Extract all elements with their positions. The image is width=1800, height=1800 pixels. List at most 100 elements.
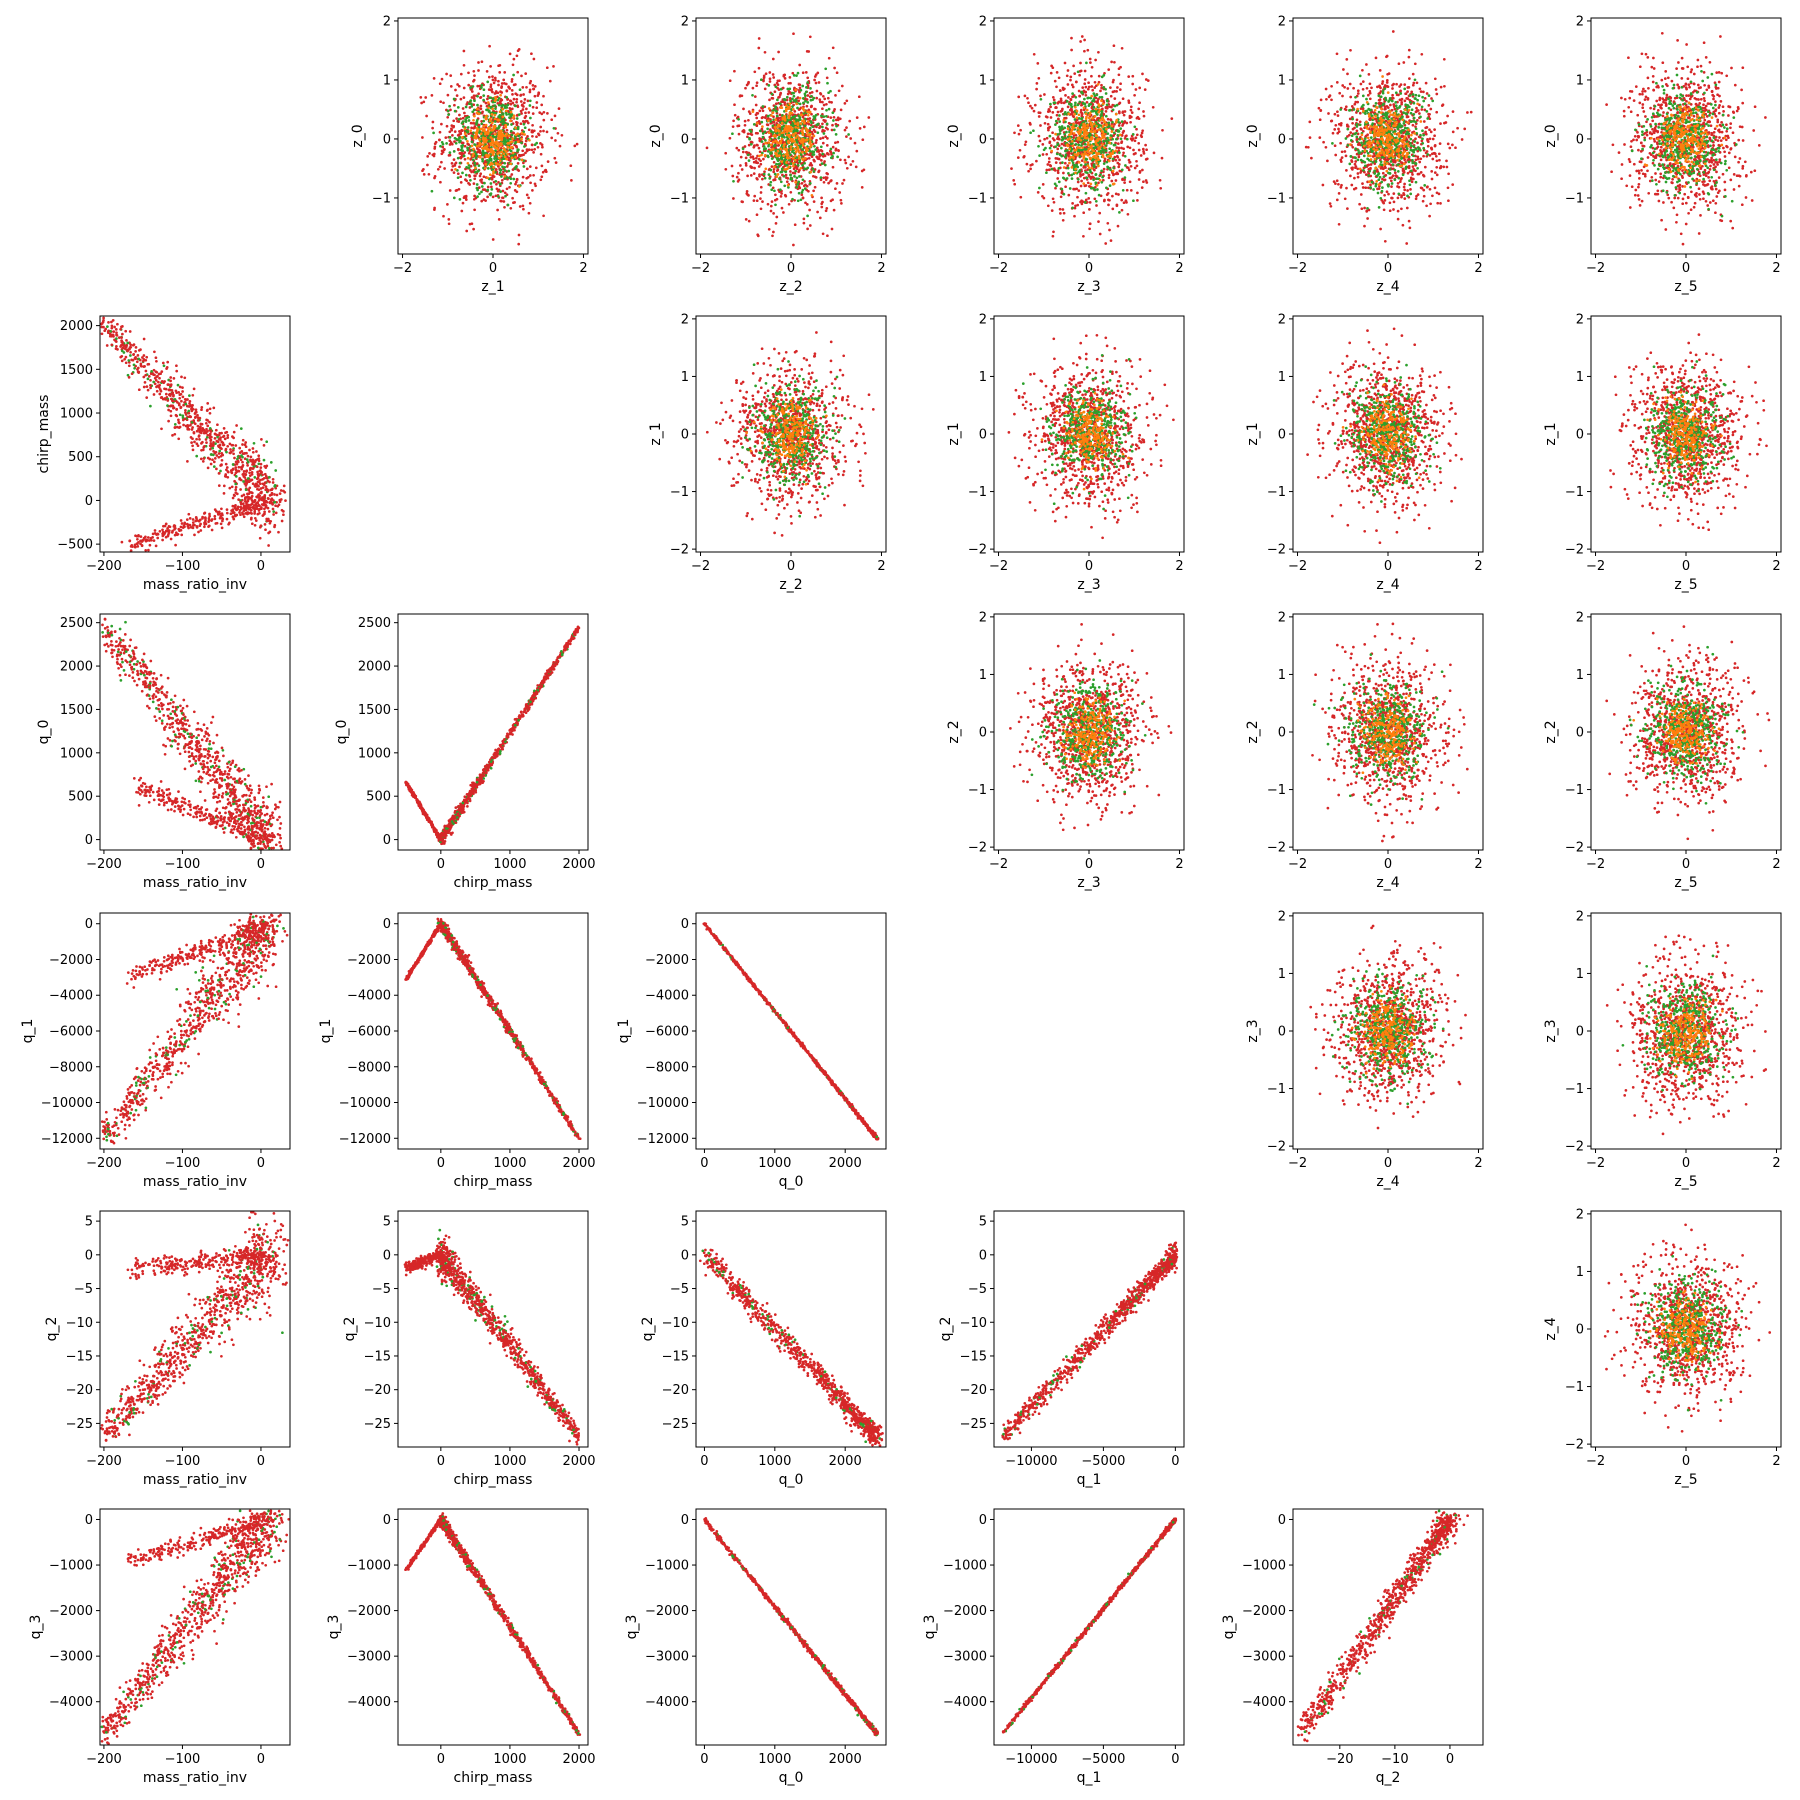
- scatter-point: [1080, 35, 1084, 38]
- scatter-point: [511, 131, 515, 135]
- scatter-point: [1093, 115, 1097, 118]
- scatter-point: [794, 88, 798, 92]
- scatter-point: [1135, 133, 1139, 137]
- scatter-point: [489, 119, 492, 123]
- scatter-point: [1110, 105, 1113, 109]
- scatter-point: [527, 211, 531, 215]
- scatter-point: [504, 109, 508, 113]
- scatter-point: [1095, 93, 1099, 97]
- scatter-point: [739, 164, 742, 167]
- scatter-point: [1100, 99, 1103, 103]
- scatter-point: [1111, 169, 1115, 173]
- scatter-point: [1062, 101, 1066, 105]
- scatter-point: [1128, 161, 1131, 164]
- scatter-point: [1133, 93, 1136, 97]
- scatter-point: [769, 120, 773, 123]
- scatter-point: [1058, 114, 1061, 117]
- scatter-point: [487, 88, 491, 91]
- y-tick-label: 0: [383, 132, 391, 147]
- scatter-point: [1097, 181, 1100, 185]
- scatter-point: [539, 125, 543, 129]
- scatter-point: [789, 170, 792, 173]
- scatter-point: [489, 136, 493, 139]
- scatter-point: [541, 145, 544, 149]
- scatter-point: [843, 102, 847, 105]
- scatter-point: [782, 211, 785, 214]
- scatter-point: [808, 35, 812, 39]
- scatter-point: [1067, 172, 1070, 175]
- scatter-point: [705, 146, 709, 150]
- scatter-point: [773, 125, 777, 129]
- scatter-point: [794, 126, 798, 129]
- scatter-point: [525, 167, 529, 171]
- scatter-point: [498, 182, 502, 186]
- scatter-point: [480, 83, 484, 87]
- scatter-point: [1082, 125, 1085, 129]
- scatter-point: [808, 145, 812, 149]
- y-tick-label: 1: [979, 73, 987, 88]
- scatter-point: [728, 79, 732, 83]
- scatter-point: [482, 88, 486, 92]
- scatter-point: [1057, 180, 1061, 184]
- scatter-point: [447, 218, 451, 221]
- scatter-point: [499, 154, 503, 157]
- scatter-point: [829, 89, 832, 93]
- scatter-point: [445, 142, 448, 145]
- scatter-point: [1031, 163, 1034, 166]
- scatter-point: [740, 94, 744, 98]
- scatter-point: [501, 157, 505, 161]
- scatter-point: [1070, 159, 1074, 162]
- scatter-point: [472, 69, 476, 73]
- scatter-point: [1041, 183, 1045, 186]
- scatter-point: [514, 180, 518, 184]
- scatter-point: [770, 188, 774, 192]
- scatter-point: [836, 155, 839, 159]
- scatter-point: [769, 209, 773, 213]
- scatter-point: [834, 94, 837, 97]
- scatter-point: [781, 116, 785, 120]
- scatter-point: [438, 165, 442, 169]
- y-tick-label: 2: [681, 14, 689, 29]
- y-axis-label-r0c1: z_0: [350, 124, 366, 147]
- scatter-point: [826, 96, 830, 100]
- scatter-point: [780, 157, 784, 161]
- scatter-point: [520, 137, 523, 141]
- scatter-point: [1074, 204, 1077, 208]
- scatter-point: [764, 141, 767, 145]
- scatter-point: [724, 167, 728, 171]
- scatter-point: [1049, 71, 1053, 75]
- scatter-point: [1353, 176, 1356, 180]
- scatter-point: [1117, 120, 1121, 124]
- scatter-point: [469, 169, 472, 172]
- scatter-point: [493, 104, 497, 107]
- scatter-point: [1077, 189, 1081, 192]
- scatter-point: [780, 170, 784, 174]
- scatter-point: [1083, 49, 1086, 53]
- scatter-point: [1100, 121, 1104, 125]
- scatter-point: [775, 81, 779, 85]
- scatter-point: [509, 162, 513, 166]
- scatter-point: [474, 134, 478, 138]
- scatter-point: [785, 104, 788, 108]
- scatter-point: [806, 120, 810, 124]
- scatter-point: [497, 64, 500, 68]
- scatter-point: [824, 67, 828, 71]
- scatter-point: [831, 165, 835, 169]
- scatter-point: [544, 170, 548, 174]
- scatter-point: [1105, 99, 1109, 103]
- scatter-point: [1341, 94, 1344, 98]
- scatter-point: [806, 110, 809, 114]
- scatter-point: [1073, 214, 1076, 218]
- scatter-point: [485, 139, 488, 142]
- scatter-point: [1151, 105, 1155, 109]
- scatter-point: [515, 98, 519, 101]
- scatter-point: [1069, 78, 1072, 82]
- scatter-point: [1041, 194, 1044, 198]
- scatter-point: [780, 127, 784, 131]
- scatter-point: [821, 232, 825, 236]
- scatter-point: [1065, 130, 1068, 134]
- scatter-point: [1059, 195, 1063, 199]
- scatter-point: [457, 120, 461, 123]
- scatter-point: [1067, 112, 1071, 116]
- scatter-point: [1095, 124, 1098, 128]
